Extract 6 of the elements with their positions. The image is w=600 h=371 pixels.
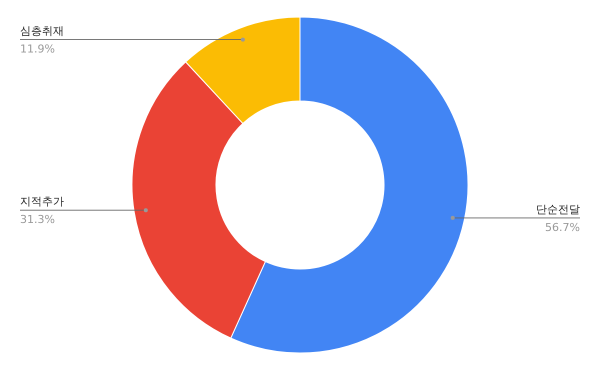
data-label: 31.3% (20, 213, 55, 226)
slice-label: 지적추가 (20, 195, 64, 208)
slice-label: 단순전달 (536, 202, 580, 216)
slice-label: 심층취재 (20, 24, 64, 38)
data-label: 56.7% (545, 220, 580, 234)
data-label: 11.9% (20, 42, 55, 56)
